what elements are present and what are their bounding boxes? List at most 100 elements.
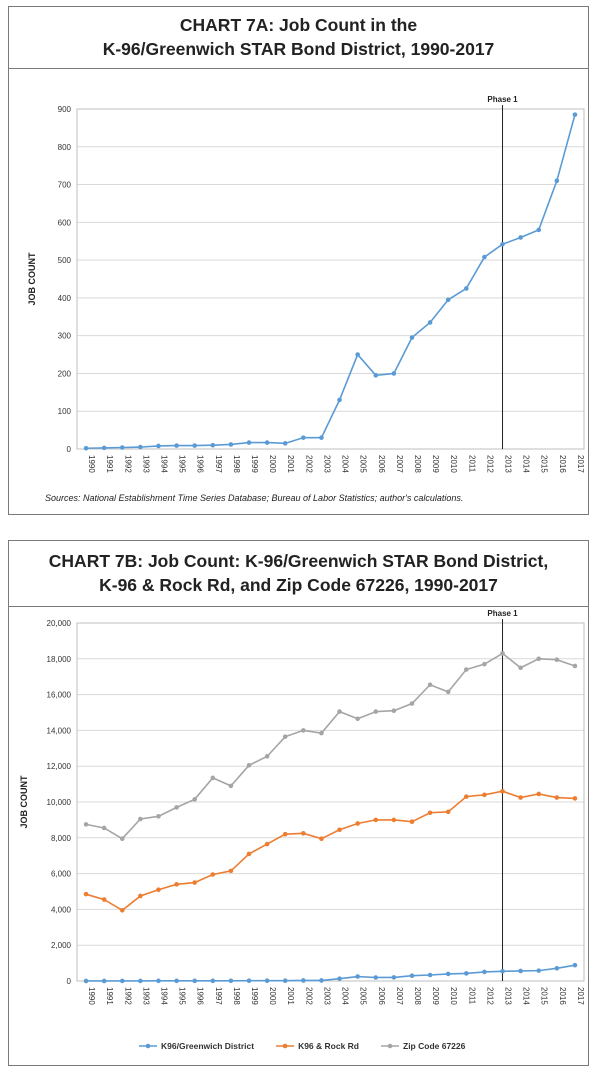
- data-point: [409, 701, 415, 706]
- x-tick-label: 2011: [467, 455, 476, 473]
- x-tick-label: 1990: [87, 987, 96, 1005]
- x-tick-label: 2006: [377, 987, 386, 1005]
- data-point: [282, 734, 288, 739]
- data-point: [355, 716, 360, 722]
- x-tick-label: 2004: [341, 987, 350, 1005]
- legend-label: K96/Greenwich District: [161, 1041, 254, 1051]
- data-point: [301, 728, 306, 733]
- data-point: [192, 978, 197, 984]
- data-point: [518, 665, 523, 671]
- data-point: [174, 805, 179, 810]
- data-point: [319, 435, 324, 440]
- data-point: [192, 797, 197, 802]
- data-point: [101, 825, 107, 831]
- x-tick-label: 1994: [159, 987, 168, 1005]
- data-point: [228, 783, 234, 789]
- data-point: [536, 656, 542, 662]
- y-tick-label: 100: [58, 407, 72, 416]
- x-tick-label: 2009: [431, 455, 440, 473]
- legend-item-2: K96 & Rock Rd: [276, 1041, 359, 1051]
- legend-item-3: Zip Code 67226: [381, 1041, 466, 1051]
- data-point: [83, 822, 89, 827]
- x-tick-label: 2013: [504, 455, 513, 473]
- x-tick-label: 1995: [178, 987, 187, 1005]
- data-point: [192, 443, 197, 448]
- x-tick-label: 1991: [105, 455, 114, 473]
- x-tick-label: 2005: [359, 455, 368, 473]
- x-tick-label: 2015: [540, 987, 549, 1005]
- data-point: [373, 817, 379, 823]
- x-tick-label: 1996: [196, 455, 205, 473]
- y-tick-label: 12,000: [47, 762, 72, 771]
- x-tick-label: 1998: [232, 987, 241, 1005]
- data-point: [210, 775, 216, 781]
- data-point: [427, 810, 433, 816]
- y-axis-label: JOB COUNT: [19, 775, 29, 829]
- y-tick-label: 500: [58, 256, 72, 265]
- data-point: [409, 973, 415, 979]
- chart-7a-plot: 0 100 200 300 400 500 600 700 800 900 1990 1991 1992…: [27, 95, 585, 503]
- data-point: [156, 814, 161, 819]
- y-tick-label: 900: [58, 105, 72, 114]
- data-point: [464, 667, 469, 672]
- data-point: [101, 978, 107, 984]
- data-point: [337, 827, 342, 833]
- y-axis-label: JOB COUNT: [27, 252, 37, 306]
- x-tick-label: 2003: [322, 987, 331, 1005]
- x-tick-label: 2007: [395, 987, 404, 1005]
- data-point: [156, 978, 161, 984]
- x-tick-label: 2016: [558, 455, 567, 473]
- data-point: [554, 965, 560, 971]
- x-tick-label: 2008: [413, 455, 422, 473]
- data-point: [337, 397, 342, 403]
- phase-1-marker-label: Phase 1: [487, 95, 518, 104]
- data-point: [500, 651, 505, 656]
- x-tick-label: 1993: [141, 455, 150, 473]
- y-tick-label: 800: [58, 143, 72, 152]
- data-point: [536, 791, 542, 797]
- x-tick-label: 2015: [540, 455, 549, 473]
- chart-7b-panel: CHART 7B: Job Count: K-96/Greenwich STAR…: [8, 540, 589, 1066]
- data-point: [246, 978, 252, 983]
- data-point: [138, 816, 143, 822]
- y-tick-label: 200: [58, 369, 72, 378]
- data-point: [301, 978, 306, 983]
- x-tick-label: 2006: [377, 455, 386, 473]
- x-tick-label: 2002: [304, 987, 313, 1005]
- data-point: [246, 440, 252, 445]
- data-point: [282, 978, 288, 984]
- data-point: [464, 794, 469, 799]
- data-point: [138, 444, 143, 450]
- data-point: [210, 442, 216, 448]
- data-point: [445, 689, 451, 695]
- chart-7a-title-line1: CHART 7A: Job Count in the: [179, 15, 418, 35]
- x-tick-label: 1998: [232, 455, 241, 473]
- x-tick-label: 1991: [105, 987, 114, 1005]
- data-point: [228, 868, 234, 874]
- x-tick-label: 2002: [304, 455, 313, 473]
- data-point: [83, 978, 89, 984]
- data-point: [427, 320, 433, 325]
- y-tick-label: 300: [58, 332, 72, 341]
- x-tick-label: 2009: [431, 987, 440, 1005]
- x-tick-label: 1997: [214, 987, 223, 1005]
- legend-swatch-marker: [387, 1043, 393, 1049]
- data-point: [409, 819, 415, 824]
- data-point: [319, 978, 324, 983]
- chart-7a-panel: CHART 7A: Job Count in the K-96/Greenwic…: [8, 6, 589, 515]
- data-point: [264, 754, 270, 759]
- chart-7a-title-line2: K-96/Greenwich STAR Bond District, 1990-…: [102, 39, 495, 59]
- chart-7a-title: CHART 7A: Job Count in the K-96/Greenwic…: [9, 7, 588, 69]
- data-point: [482, 661, 487, 667]
- data-point: [228, 978, 234, 984]
- data-point: [464, 286, 469, 291]
- data-point: [337, 709, 342, 714]
- data-point: [500, 788, 505, 794]
- chart-7b-title-line2: K-96 & Rock Rd, and Zip Code 67226, 1990…: [99, 575, 498, 595]
- x-tick-label: 2014: [522, 987, 531, 1005]
- data-point: [554, 795, 560, 800]
- legend-swatch-marker: [145, 1043, 151, 1049]
- data-point: [373, 709, 379, 714]
- x-tick-label: 2001: [286, 987, 295, 1005]
- data-point: [246, 851, 252, 857]
